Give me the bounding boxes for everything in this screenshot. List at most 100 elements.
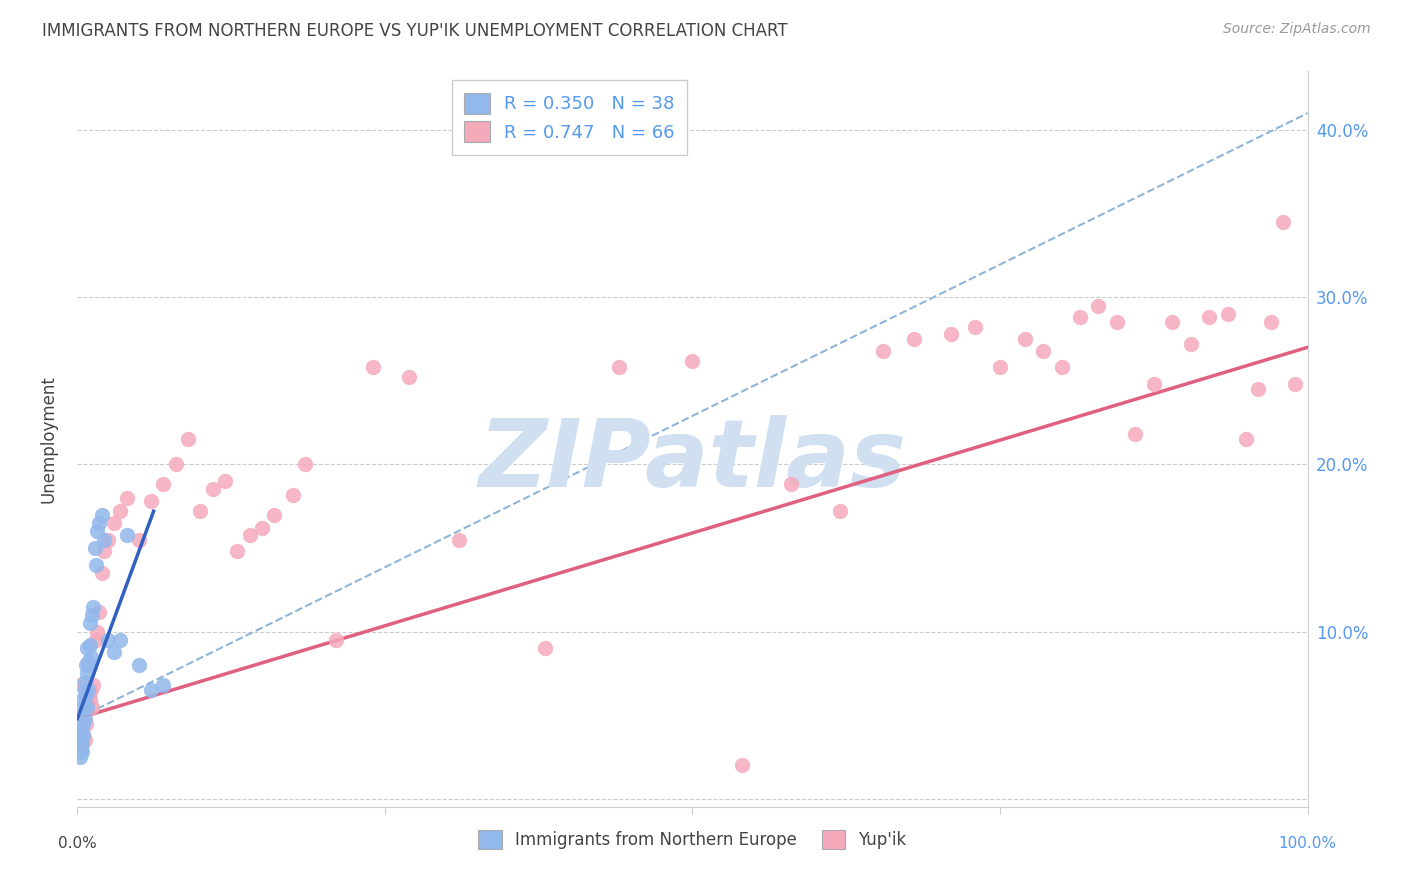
Point [731,758,754,772]
Point [1284,377,1306,392]
Point [1247,382,1270,396]
Point [84,558,107,572]
Point [73,733,96,747]
Point [103,645,125,659]
Point [93,544,115,558]
Point [534,641,557,656]
Text: Source: ZipAtlas.com: Source: ZipAtlas.com [1223,22,1371,37]
Point [86,524,108,539]
Point [75,658,97,673]
Point [86,624,108,639]
Point [80,683,103,698]
Point [82,678,104,692]
Point [1069,310,1091,325]
Point [1198,310,1220,325]
Point [72,728,94,742]
Point [780,477,803,491]
Point [70,733,93,747]
Point [250,521,273,535]
Point [988,360,1011,375]
Point [188,504,212,518]
Point [93,533,115,547]
Point [263,508,285,522]
Point [75,716,97,731]
Point [607,360,630,375]
Point [201,483,224,497]
Point [1143,377,1166,392]
Point [97,533,120,547]
Point [72,699,94,714]
Point [1125,427,1147,442]
Point [82,607,104,622]
Text: IMMIGRANTS FROM NORTHERN EUROPE VS YUP'IK UNEMPLOYMENT CORRELATION CHART: IMMIGRANTS FROM NORTHERN EUROPE VS YUP'I… [42,22,787,40]
Point [872,343,894,358]
Point [73,712,96,726]
Point [939,326,962,341]
Point [97,633,120,648]
Point [1216,307,1239,321]
Point [1105,315,1128,329]
Point [72,728,94,742]
Point [1032,343,1054,358]
Point [70,745,93,759]
Point [72,691,94,706]
Point [141,683,163,698]
Point [830,504,852,518]
Point [152,678,174,692]
Point [79,638,101,652]
Point [398,370,420,384]
Point [77,655,100,669]
Point [226,544,249,558]
Point [281,487,304,501]
Point [72,716,94,731]
Point [1014,332,1036,346]
Point [110,504,132,518]
Point [214,474,236,488]
Point [965,320,987,334]
Point [152,477,174,491]
Point [80,649,103,664]
Text: 0.0%: 0.0% [58,836,97,851]
Point [165,458,187,472]
Point [110,633,132,648]
Point [115,491,138,505]
Point [361,360,384,375]
Point [294,458,316,472]
Point [77,683,100,698]
Point [141,494,163,508]
Point [79,691,101,706]
Point [82,599,104,614]
Point [103,516,125,530]
Point [76,641,98,656]
Point [90,508,114,522]
Point [447,533,470,547]
Text: 100.0%: 100.0% [1278,836,1337,851]
Point [1272,215,1295,229]
Text: ZIPatlas: ZIPatlas [478,416,907,508]
Point [325,633,347,648]
Point [84,633,107,648]
Point [128,658,150,673]
Point [76,699,98,714]
Point [70,722,93,736]
Point [903,332,925,346]
Point [76,666,98,681]
Point [239,527,262,541]
Point [1180,337,1202,351]
Point [75,688,97,702]
Point [77,688,100,702]
Point [73,683,96,698]
Point [1050,360,1073,375]
Point [1260,315,1282,329]
Point [1087,298,1109,313]
Point [115,527,138,541]
Point [70,678,93,692]
Point [128,533,150,547]
Point [82,699,104,714]
Y-axis label: Unemployment: Unemployment [39,376,58,503]
Point [70,741,93,756]
Point [79,616,101,631]
Legend: Immigrants from Northern Europe, Yup'ik: Immigrants from Northern Europe, Yup'ik [470,822,915,858]
Point [1234,433,1257,447]
Point [70,725,93,739]
